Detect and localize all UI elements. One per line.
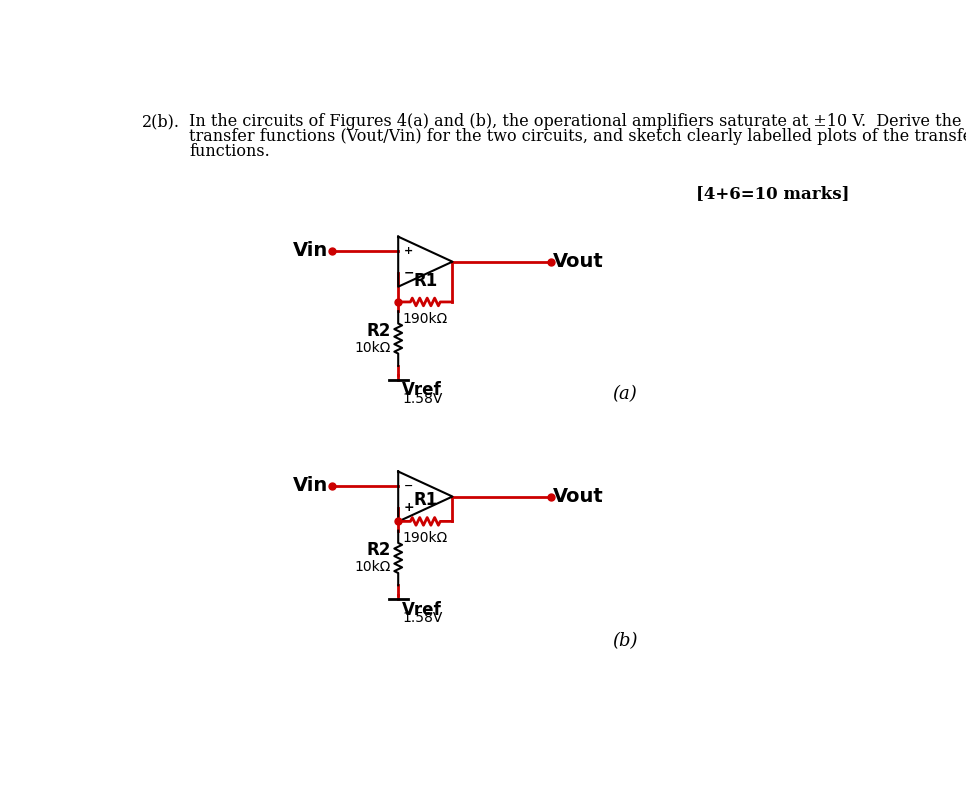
Text: Vref: Vref <box>402 382 441 400</box>
Text: R2: R2 <box>366 322 390 340</box>
Text: R2: R2 <box>366 542 390 559</box>
Text: Vref: Vref <box>402 601 441 619</box>
Text: 1.58V: 1.58V <box>402 612 442 626</box>
Text: R1: R1 <box>413 272 438 290</box>
Text: 190kΩ: 190kΩ <box>403 531 448 546</box>
Text: −: − <box>404 480 413 491</box>
Text: (b): (b) <box>611 632 638 650</box>
Text: functions.: functions. <box>189 143 270 159</box>
Text: [4+6=10 marks]: [4+6=10 marks] <box>696 185 849 202</box>
Text: R1: R1 <box>413 491 438 509</box>
Text: In the circuits of Figures 4(a) and (b), the operational amplifiers saturate at : In the circuits of Figures 4(a) and (b),… <box>189 114 961 130</box>
Text: Vin: Vin <box>294 476 328 495</box>
Text: 190kΩ: 190kΩ <box>403 312 448 326</box>
Text: (a): (a) <box>612 385 637 403</box>
Text: Vout: Vout <box>554 487 604 506</box>
Text: −: − <box>404 266 414 279</box>
Text: Vin: Vin <box>294 241 328 260</box>
Text: +: + <box>404 501 414 514</box>
Text: 10kΩ: 10kΩ <box>355 560 390 574</box>
Text: +: + <box>404 246 412 256</box>
Text: 1.58V: 1.58V <box>402 392 442 406</box>
Text: 10kΩ: 10kΩ <box>355 341 390 355</box>
Text: transfer functions (Vout/Vin) for the two circuits, and sketch clearly labelled : transfer functions (Vout/Vin) for the tw… <box>189 128 966 145</box>
Text: Vout: Vout <box>554 252 604 271</box>
Text: 2(b).: 2(b). <box>142 114 180 130</box>
